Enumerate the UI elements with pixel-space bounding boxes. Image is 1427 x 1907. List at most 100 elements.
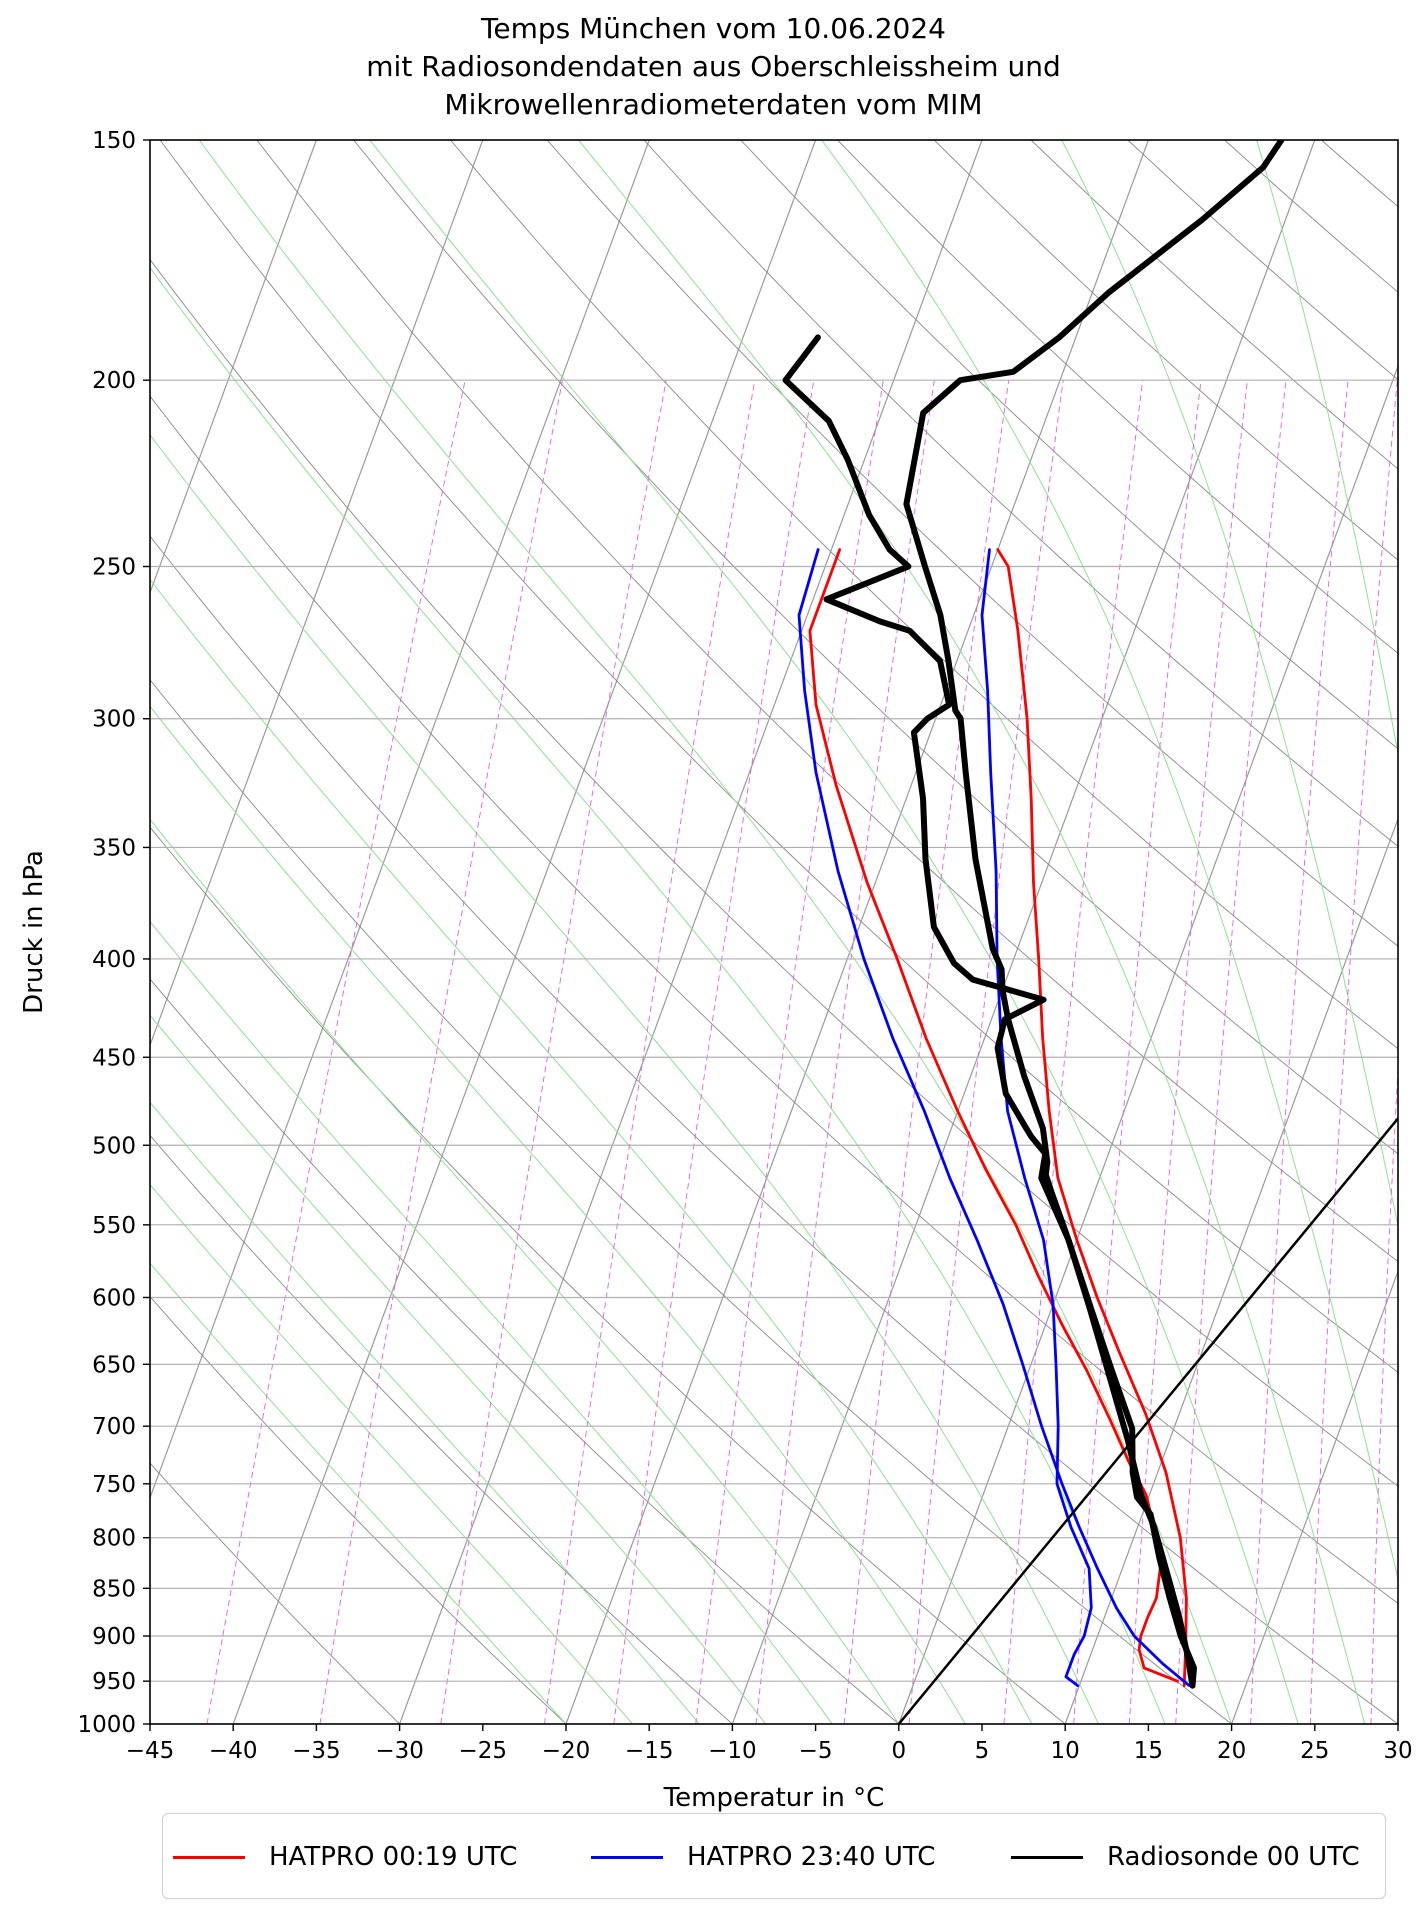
dry-adiabat-line <box>159 140 1398 1373</box>
mixing-ratio-line <box>1309 380 1398 1724</box>
x-tick-label: −25 <box>459 1738 508 1764</box>
isotherm-line <box>150 140 484 1047</box>
moist-adiabat-line <box>369 140 1299 1724</box>
y-axis-label: Druck in hPa <box>19 850 49 1014</box>
mixing-ratio-line <box>755 380 935 1724</box>
moist-adiabat-line <box>150 1183 633 1724</box>
dry-adiabat-line <box>150 1295 567 1724</box>
x-tick-label: 20 <box>1217 1738 1246 1764</box>
y-tick-label: 200 <box>92 368 136 394</box>
x-tick-label: −5 <box>799 1738 833 1764</box>
y-tick-label: 900 <box>92 1624 136 1650</box>
isotherm-line <box>1397 1722 1398 1724</box>
x-tick-label: −35 <box>292 1738 341 1764</box>
dry-adiabat-line <box>150 258 1398 1487</box>
x-tick-label: 0 <box>891 1738 906 1764</box>
moist-adiabat-line <box>1256 140 1398 757</box>
plot-frame <box>149 139 1399 1725</box>
isotherm-line <box>1231 1269 1398 1724</box>
parcel-line <box>897 1116 1398 1724</box>
y-tick-label: 400 <box>92 947 136 973</box>
y-tick-label: 450 <box>92 1045 136 1071</box>
mixing-ratio-line <box>1421 380 1427 1724</box>
mixing-ratio-line <box>1003 380 1144 1724</box>
legend: HATPRO 00:19 UTC HATPRO 23:40 UTC Radios… <box>162 1813 1386 1899</box>
y-tick-label: 1000 <box>77 1712 136 1738</box>
y-tick-label: 850 <box>92 1576 136 1602</box>
dry-adiabat-line <box>450 140 1398 1050</box>
series-line <box>996 548 1188 1687</box>
dry-adiabat-line <box>150 679 1232 1724</box>
moist-adiabat-line <box>821 140 1398 1582</box>
series-lines <box>782 140 1398 1724</box>
chart-title-line-1: Temps München vom 10.06.2024 <box>481 12 946 45</box>
mixing-ratio-line <box>613 380 815 1724</box>
y-tick-label: 700 <box>92 1414 136 1440</box>
mixing-ratio-line <box>1073 380 1202 1724</box>
y-tick-label: 350 <box>92 835 136 861</box>
dry-adiabat-line <box>353 140 1398 1155</box>
moist-adiabat-line <box>150 434 1099 1724</box>
y-tick-label: 550 <box>92 1213 136 1239</box>
x-tick-label: −45 <box>126 1738 175 1764</box>
mixing-ratio-line <box>908 380 1064 1724</box>
background-lines <box>150 140 1427 1724</box>
mixing-ratio-line <box>1128 380 1248 1724</box>
dry-adiabat-line <box>256 140 1398 1263</box>
y-tick-label: 750 <box>92 1472 136 1498</box>
dry-adiabat-line <box>1224 140 1398 293</box>
legend-swatch <box>591 1855 663 1859</box>
isotherm-line <box>232 140 817 1724</box>
chart-title-line-3: Mikrowellenradiometerdaten vom MIM <box>444 88 983 121</box>
dry-adiabat-line <box>150 1462 400 1724</box>
x-tick-label: −10 <box>708 1738 757 1764</box>
x-tick-label: −20 <box>542 1738 591 1764</box>
series-line <box>808 548 1179 1683</box>
x-tick-label: −30 <box>375 1738 424 1764</box>
grid-lines <box>150 140 1398 1724</box>
legend-item-hatpro-2340: HATPRO 23:40 UTC <box>591 1814 935 1900</box>
legend-label: HATPRO 23:40 UTC <box>687 1842 936 1872</box>
dry-adiabat-line <box>150 1134 733 1724</box>
legend-label: Radiosonde 00 UTC <box>1107 1842 1360 1872</box>
mixing-ratio-line <box>1175 380 1287 1724</box>
dry-adiabat-line <box>1030 140 1398 470</box>
x-tick-label: 15 <box>1134 1738 1163 1764</box>
x-tick-label: 30 <box>1383 1738 1412 1764</box>
legend-swatch <box>1011 1855 1083 1859</box>
y-axis-ticks: 1000 950 900 850 800 750 700 650 600 550 500 450 400… <box>77 128 150 1738</box>
mixing-ratio-line <box>695 380 884 1724</box>
legend-swatch <box>173 1855 245 1859</box>
dry-adiabat-line <box>1418 140 1427 1724</box>
dry-adiabat-line <box>933 140 1398 561</box>
legend-item-radiosonde: Radiosonde 00 UTC <box>1011 1814 1360 1900</box>
mixing-ratio-line <box>206 380 466 1724</box>
moist-adiabat-line <box>150 818 900 1724</box>
isotherm-line <box>399 140 983 1724</box>
isotherm-line <box>731 140 1316 1724</box>
legend-item-hatpro-0019: HATPRO 00:19 UTC <box>173 1814 517 1900</box>
moist-adiabat-line <box>1061 140 1398 1229</box>
moist-adiabat-line <box>150 1014 767 1724</box>
x-tick-label: 10 <box>1051 1738 1080 1764</box>
mixing-ratio-line <box>843 380 1010 1724</box>
x-axis-ticks: −45 −40 −35 −30 −25 −20 −15 −10 −5 0 5 10 15 20 25 30 <box>126 1724 1413 1764</box>
y-tick-label: 300 <box>92 707 136 733</box>
y-tick-label: 250 <box>92 555 136 581</box>
isotherm-line <box>898 364 1398 1724</box>
moist-adiabat-line <box>150 1262 567 1724</box>
x-tick-label: 25 <box>1300 1738 1329 1764</box>
series-line <box>980 548 1093 1687</box>
moist-adiabat-line <box>198 140 1233 1724</box>
y-tick-label: 650 <box>92 1352 136 1378</box>
x-tick-label: −40 <box>209 1738 258 1764</box>
moist-adiabat-line <box>150 578 1033 1724</box>
y-tick-label: 800 <box>92 1526 136 1552</box>
dry-adiabat-line <box>150 978 900 1724</box>
series-line <box>782 334 1197 1689</box>
dry-adiabat-line <box>150 826 1066 1724</box>
isotherm-line <box>1064 817 1398 1724</box>
dry-adiabat-line <box>546 140 1398 947</box>
chart-title-line-2: mit Radiosondendaten aus Oberschleisshei… <box>366 50 1061 83</box>
